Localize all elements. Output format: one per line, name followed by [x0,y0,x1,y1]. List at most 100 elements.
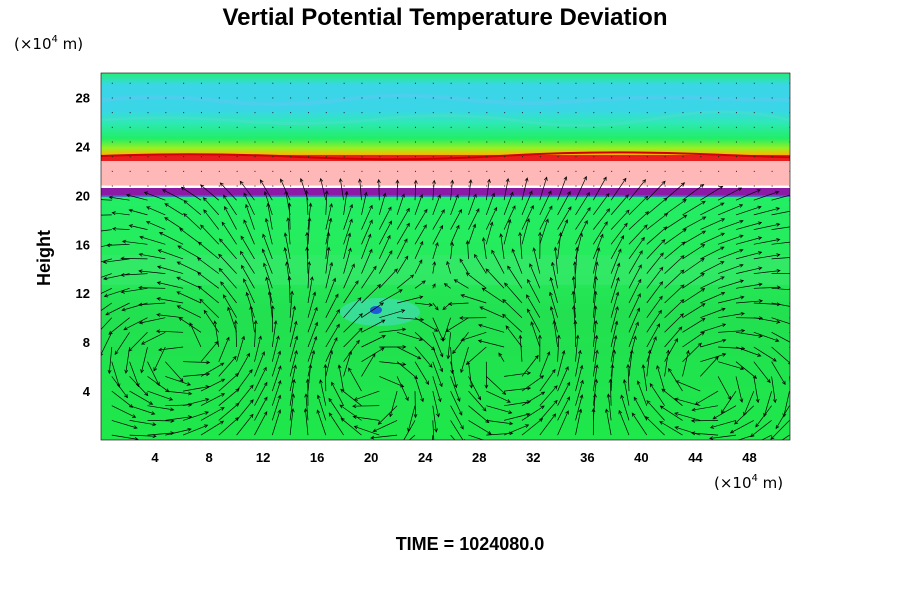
plot-area [101,73,790,440]
vector-arrow [289,378,296,406]
vector-arrow [236,384,254,406]
vector-arrow [307,335,318,362]
grid-dot [343,141,345,143]
vector-arrow [218,267,237,289]
grid-dot [664,185,666,187]
vector-arrow [628,278,642,304]
grid-dot [272,82,274,84]
vector-arrow [213,320,220,348]
vector-arrow [606,393,612,421]
vector-arrow [378,250,393,274]
grid-dot [700,141,702,143]
vector-arrow [101,229,112,232]
grid-dot [325,82,327,84]
grid-dot [183,112,185,114]
vector-arrow [223,194,237,216]
grid-dot [432,82,434,84]
pink-layer [101,161,790,186]
vector-arrow [450,241,455,259]
vector-arrow [557,191,571,216]
grid-dot [646,141,648,143]
grid-dot [361,97,363,99]
grid-dot [771,156,773,158]
grid-dot [521,126,523,128]
vector-arrow [243,219,255,245]
vector-arrow [557,396,570,421]
vector-arrow [227,306,237,333]
vector-arrow [674,412,701,421]
vector-arrow [379,376,405,388]
vector-arrow [200,407,225,421]
grid-dot [628,141,630,143]
vector-arrow [121,239,148,245]
vector-arrow [432,179,436,201]
x-tick-label: 44 [688,450,703,465]
vector-arrow [396,193,405,216]
grid-dot [432,141,434,143]
vector-arrow [549,276,558,304]
vector-arrow [460,294,487,304]
vector-arrow [539,190,552,216]
vector-arrow [361,248,373,274]
vector-arrow [101,258,112,263]
grid-dot [575,141,577,143]
grid-dot [521,185,523,187]
vector-arrow [664,182,686,201]
vector-arrow [361,191,368,215]
vector-arrow [521,218,530,245]
vector-arrow [592,247,601,274]
grid-dot [539,112,541,114]
grid-dot [575,97,577,99]
vector-arrow [165,361,184,382]
grid-dot [593,82,595,84]
vector-arrow [682,331,705,348]
grid-dot [129,185,131,187]
vector-arrow [139,235,166,245]
vector-arrow [352,404,380,409]
grid-dot [218,185,220,187]
vector-arrow [157,249,184,260]
vector-arrow [183,213,202,230]
grid-dot [521,156,523,158]
vector-arrow [504,371,532,377]
grid-dot [165,185,167,187]
y-tick-label: 16 [76,237,90,252]
grid-dot [664,97,666,99]
vector-arrow [147,418,175,423]
vector-arrow [468,179,473,201]
vector-arrow [328,397,344,421]
vector-arrow [343,190,349,215]
vector-arrow [628,195,649,216]
vector-arrow [610,276,620,304]
grid-dot [147,141,149,143]
vector-arrow [401,420,416,440]
vector-arrow [396,361,418,380]
grid-dot [718,97,720,99]
vector-arrow [646,323,660,348]
vector-arrow [468,434,485,440]
vector-arrow [521,405,545,421]
grid-dot [664,141,666,143]
vector-arrow [396,255,409,274]
vector-arrow [450,346,455,375]
vector-arrow [328,412,344,436]
grid-dot [628,185,630,187]
grid-dot [111,112,113,114]
grid-dot [450,170,452,172]
grid-dot [432,97,434,99]
vector-arrow [521,418,544,436]
vector-arrow [446,332,451,360]
x-tick-label: 24 [418,450,433,465]
vector-arrow [789,229,790,230]
vector-arrow [325,217,333,245]
vector-arrow [379,309,406,319]
grid-dot [111,185,113,187]
vector-arrow [661,388,683,406]
vector-arrow [717,187,743,201]
grid-dot [753,82,755,84]
vector-arrow [200,420,225,436]
vector-arrow [789,332,790,334]
vector-arrow [370,434,398,440]
vector-arrow [468,420,492,435]
vector-arrow [343,247,352,274]
